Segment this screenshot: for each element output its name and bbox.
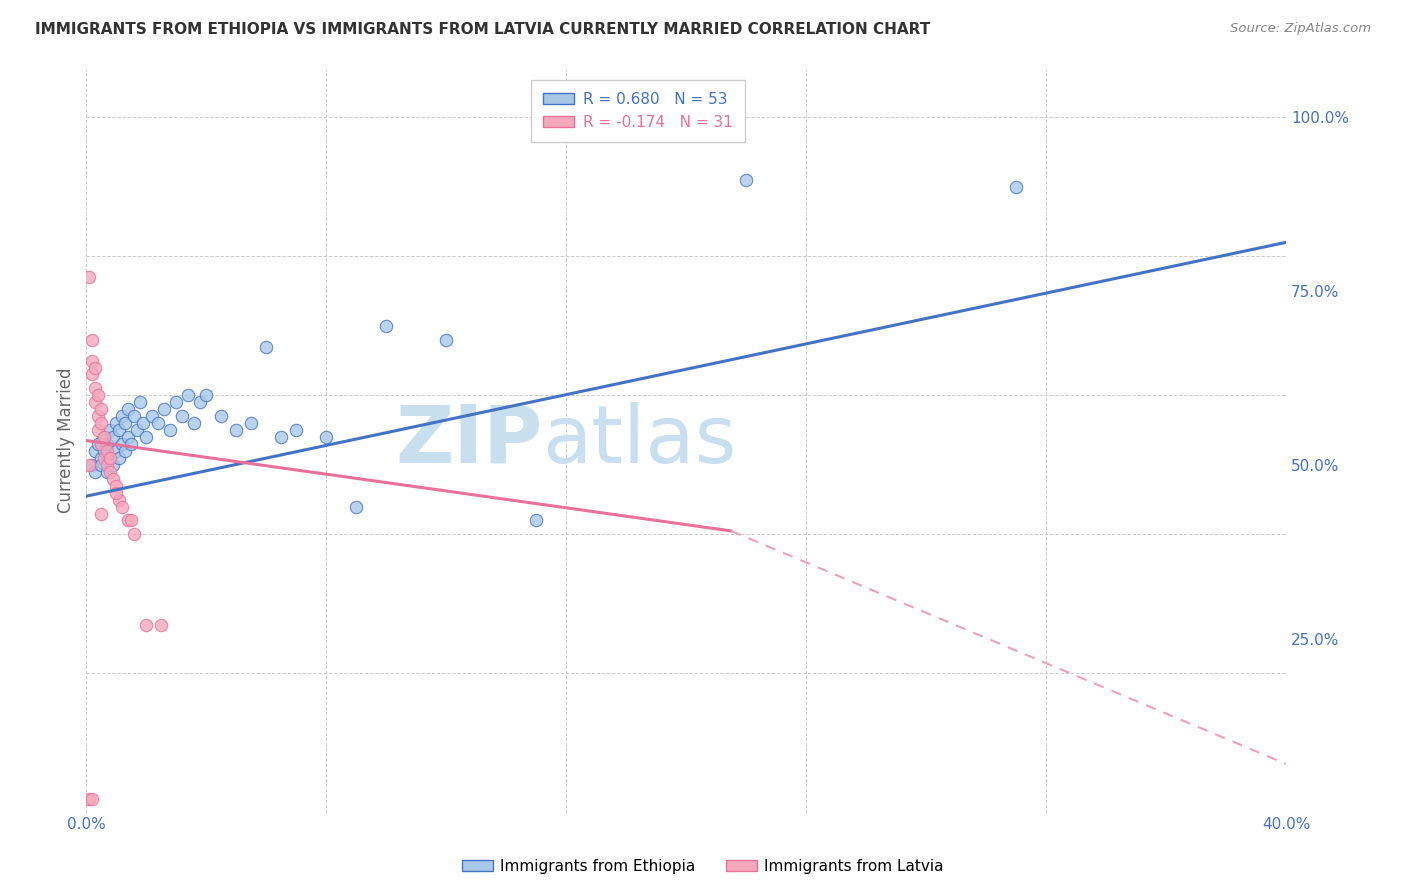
Point [315, 430, 337, 444]
Point [82, 353, 104, 368]
Point [209, 409, 232, 424]
Point [82, 791, 104, 805]
Point [90, 402, 112, 417]
Point [90, 450, 112, 465]
Point [225, 423, 247, 437]
Point [108, 492, 131, 507]
Point [79, 791, 101, 805]
Point [98, 465, 121, 479]
Point [105, 416, 128, 430]
Point [90, 437, 112, 451]
Point [108, 423, 131, 437]
Point [124, 527, 146, 541]
Point [90, 458, 112, 472]
Point [148, 416, 170, 430]
Point [111, 500, 134, 514]
Point [117, 402, 139, 417]
Point [87, 423, 110, 437]
Point [87, 437, 110, 451]
Text: atlas: atlas [543, 401, 737, 480]
Point [82, 368, 104, 382]
Point [375, 318, 398, 333]
Point [87, 388, 110, 402]
Point [132, 416, 155, 430]
Point [129, 395, 152, 409]
Point [103, 472, 125, 486]
Point [93, 430, 115, 444]
Point [434, 333, 457, 347]
Point [114, 444, 136, 458]
Point [114, 416, 136, 430]
Point [84, 381, 107, 395]
Point [120, 437, 142, 451]
Point [93, 450, 115, 465]
Point [117, 430, 139, 444]
Point [124, 409, 146, 424]
Point [159, 423, 181, 437]
Point [111, 437, 134, 451]
Point [84, 395, 107, 409]
Point [150, 617, 173, 632]
Point [188, 395, 211, 409]
Point [344, 500, 367, 514]
Point [96, 458, 118, 472]
Point [87, 409, 110, 424]
Point [105, 444, 128, 458]
Point [103, 430, 125, 444]
Point [135, 617, 157, 632]
Point [93, 430, 115, 444]
Point [240, 416, 263, 430]
Point [96, 444, 118, 458]
Point [127, 423, 149, 437]
Point [98, 450, 121, 465]
Point [82, 458, 104, 472]
Y-axis label: Currently Married: Currently Married [58, 368, 75, 513]
Point [117, 514, 139, 528]
Point [285, 423, 308, 437]
Point [195, 388, 218, 402]
Point [1005, 179, 1028, 194]
Point [270, 430, 292, 444]
Point [103, 458, 125, 472]
Point [177, 388, 200, 402]
Point [153, 402, 176, 417]
Point [108, 450, 131, 465]
Point [93, 444, 115, 458]
Point [79, 458, 101, 472]
Point [90, 416, 112, 430]
Point [524, 514, 547, 528]
Point [84, 360, 107, 375]
Point [84, 465, 107, 479]
Point [98, 423, 121, 437]
Text: IMMIGRANTS FROM ETHIOPIA VS IMMIGRANTS FROM LATVIA CURRENTLY MARRIED CORRELATION: IMMIGRANTS FROM ETHIOPIA VS IMMIGRANTS F… [35, 22, 931, 37]
Point [141, 409, 163, 424]
Point [111, 409, 134, 424]
Point [135, 430, 157, 444]
Legend: R = 0.680   N = 53, R = -0.174   N = 31: R = 0.680 N = 53, R = -0.174 N = 31 [531, 80, 745, 142]
Point [254, 340, 277, 354]
Point [735, 173, 758, 187]
Point [96, 465, 118, 479]
Point [183, 416, 205, 430]
Point [79, 270, 101, 285]
Point [98, 450, 121, 465]
Text: Source: ZipAtlas.com: Source: ZipAtlas.com [1230, 22, 1371, 36]
Point [84, 444, 107, 458]
Point [82, 333, 104, 347]
Point [165, 395, 187, 409]
Point [172, 409, 194, 424]
Point [120, 514, 142, 528]
Point [105, 485, 128, 500]
Point [105, 479, 128, 493]
Point [96, 437, 118, 451]
Legend: Immigrants from Ethiopia, Immigrants from Latvia: Immigrants from Ethiopia, Immigrants fro… [456, 853, 950, 880]
Text: ZIP: ZIP [395, 401, 543, 480]
Point [90, 507, 112, 521]
